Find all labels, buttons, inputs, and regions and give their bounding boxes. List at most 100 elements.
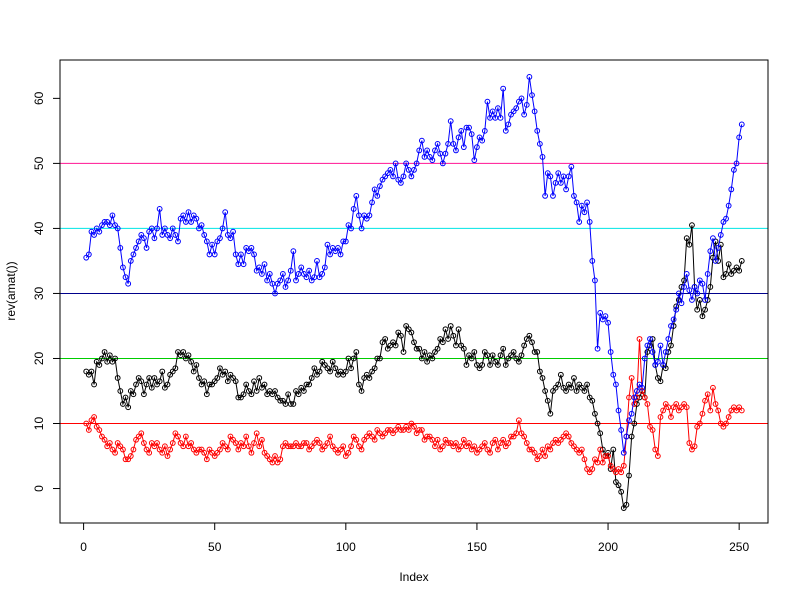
point bbox=[725, 261, 732, 268]
point bbox=[581, 388, 588, 394]
point bbox=[547, 446, 554, 453]
point bbox=[594, 420, 601, 427]
point bbox=[447, 118, 454, 125]
point bbox=[607, 349, 614, 355]
point bbox=[101, 219, 108, 225]
point bbox=[468, 131, 475, 138]
point bbox=[327, 368, 333, 375]
point bbox=[112, 355, 118, 362]
point bbox=[198, 222, 205, 229]
point bbox=[515, 358, 522, 365]
point bbox=[738, 407, 745, 414]
point bbox=[529, 92, 535, 99]
point bbox=[232, 378, 239, 385]
point bbox=[594, 345, 601, 352]
point bbox=[327, 433, 333, 440]
point bbox=[439, 339, 446, 346]
point bbox=[647, 336, 653, 342]
point bbox=[702, 297, 708, 303]
point bbox=[578, 446, 585, 453]
point bbox=[531, 449, 538, 456]
point bbox=[471, 443, 478, 450]
point bbox=[712, 401, 719, 407]
point bbox=[542, 453, 549, 459]
point bbox=[618, 427, 625, 433]
point bbox=[83, 420, 90, 427]
y-tick-label: 10 bbox=[32, 417, 46, 431]
point bbox=[673, 401, 680, 407]
point bbox=[238, 251, 244, 258]
point bbox=[686, 440, 693, 446]
point bbox=[691, 284, 698, 290]
point bbox=[686, 287, 693, 294]
point bbox=[141, 440, 147, 446]
point bbox=[704, 271, 711, 277]
point bbox=[515, 417, 522, 424]
point bbox=[660, 407, 667, 414]
point bbox=[555, 381, 562, 388]
point bbox=[138, 378, 145, 385]
point bbox=[723, 215, 729, 222]
point bbox=[450, 140, 457, 147]
point bbox=[211, 251, 218, 258]
point bbox=[670, 316, 677, 323]
x-tick-label: 0 bbox=[80, 540, 87, 554]
point bbox=[495, 446, 501, 453]
point bbox=[463, 362, 470, 368]
point bbox=[146, 449, 153, 456]
point bbox=[474, 144, 480, 151]
point bbox=[114, 225, 121, 232]
point bbox=[654, 453, 661, 459]
x-tick-label: 250 bbox=[729, 540, 749, 554]
point bbox=[408, 329, 415, 336]
point bbox=[429, 355, 436, 362]
point bbox=[112, 449, 118, 456]
y-tick-label: 60 bbox=[32, 91, 46, 105]
point bbox=[290, 248, 297, 255]
point bbox=[91, 232, 97, 238]
point bbox=[130, 251, 137, 258]
point bbox=[397, 427, 404, 433]
point bbox=[127, 258, 134, 264]
point bbox=[190, 368, 197, 375]
point bbox=[96, 228, 103, 235]
x-axis-label: Index bbox=[399, 570, 428, 584]
point bbox=[657, 342, 664, 349]
point bbox=[358, 225, 365, 232]
x-tick-label: 200 bbox=[598, 540, 618, 554]
point bbox=[581, 456, 588, 463]
point bbox=[203, 456, 210, 463]
point bbox=[159, 368, 166, 375]
point bbox=[175, 238, 181, 245]
point bbox=[311, 365, 318, 372]
point bbox=[295, 391, 302, 398]
point bbox=[421, 349, 428, 355]
point bbox=[224, 378, 231, 385]
point bbox=[290, 401, 297, 407]
point bbox=[193, 215, 200, 222]
point bbox=[694, 306, 701, 313]
point bbox=[411, 423, 417, 430]
point bbox=[584, 199, 590, 206]
point bbox=[335, 245, 341, 251]
point bbox=[628, 375, 635, 381]
point bbox=[455, 326, 462, 333]
point bbox=[521, 433, 528, 440]
point bbox=[143, 245, 150, 251]
point bbox=[314, 258, 320, 264]
point bbox=[518, 352, 525, 359]
point bbox=[597, 310, 604, 316]
point bbox=[620, 462, 627, 469]
point bbox=[282, 284, 289, 290]
point bbox=[141, 235, 147, 242]
point bbox=[599, 459, 606, 466]
point bbox=[418, 427, 425, 433]
point bbox=[489, 352, 496, 359]
point bbox=[636, 336, 643, 342]
point bbox=[702, 306, 708, 313]
point bbox=[505, 440, 512, 446]
point bbox=[615, 407, 622, 414]
point bbox=[240, 261, 247, 268]
point bbox=[631, 394, 638, 401]
